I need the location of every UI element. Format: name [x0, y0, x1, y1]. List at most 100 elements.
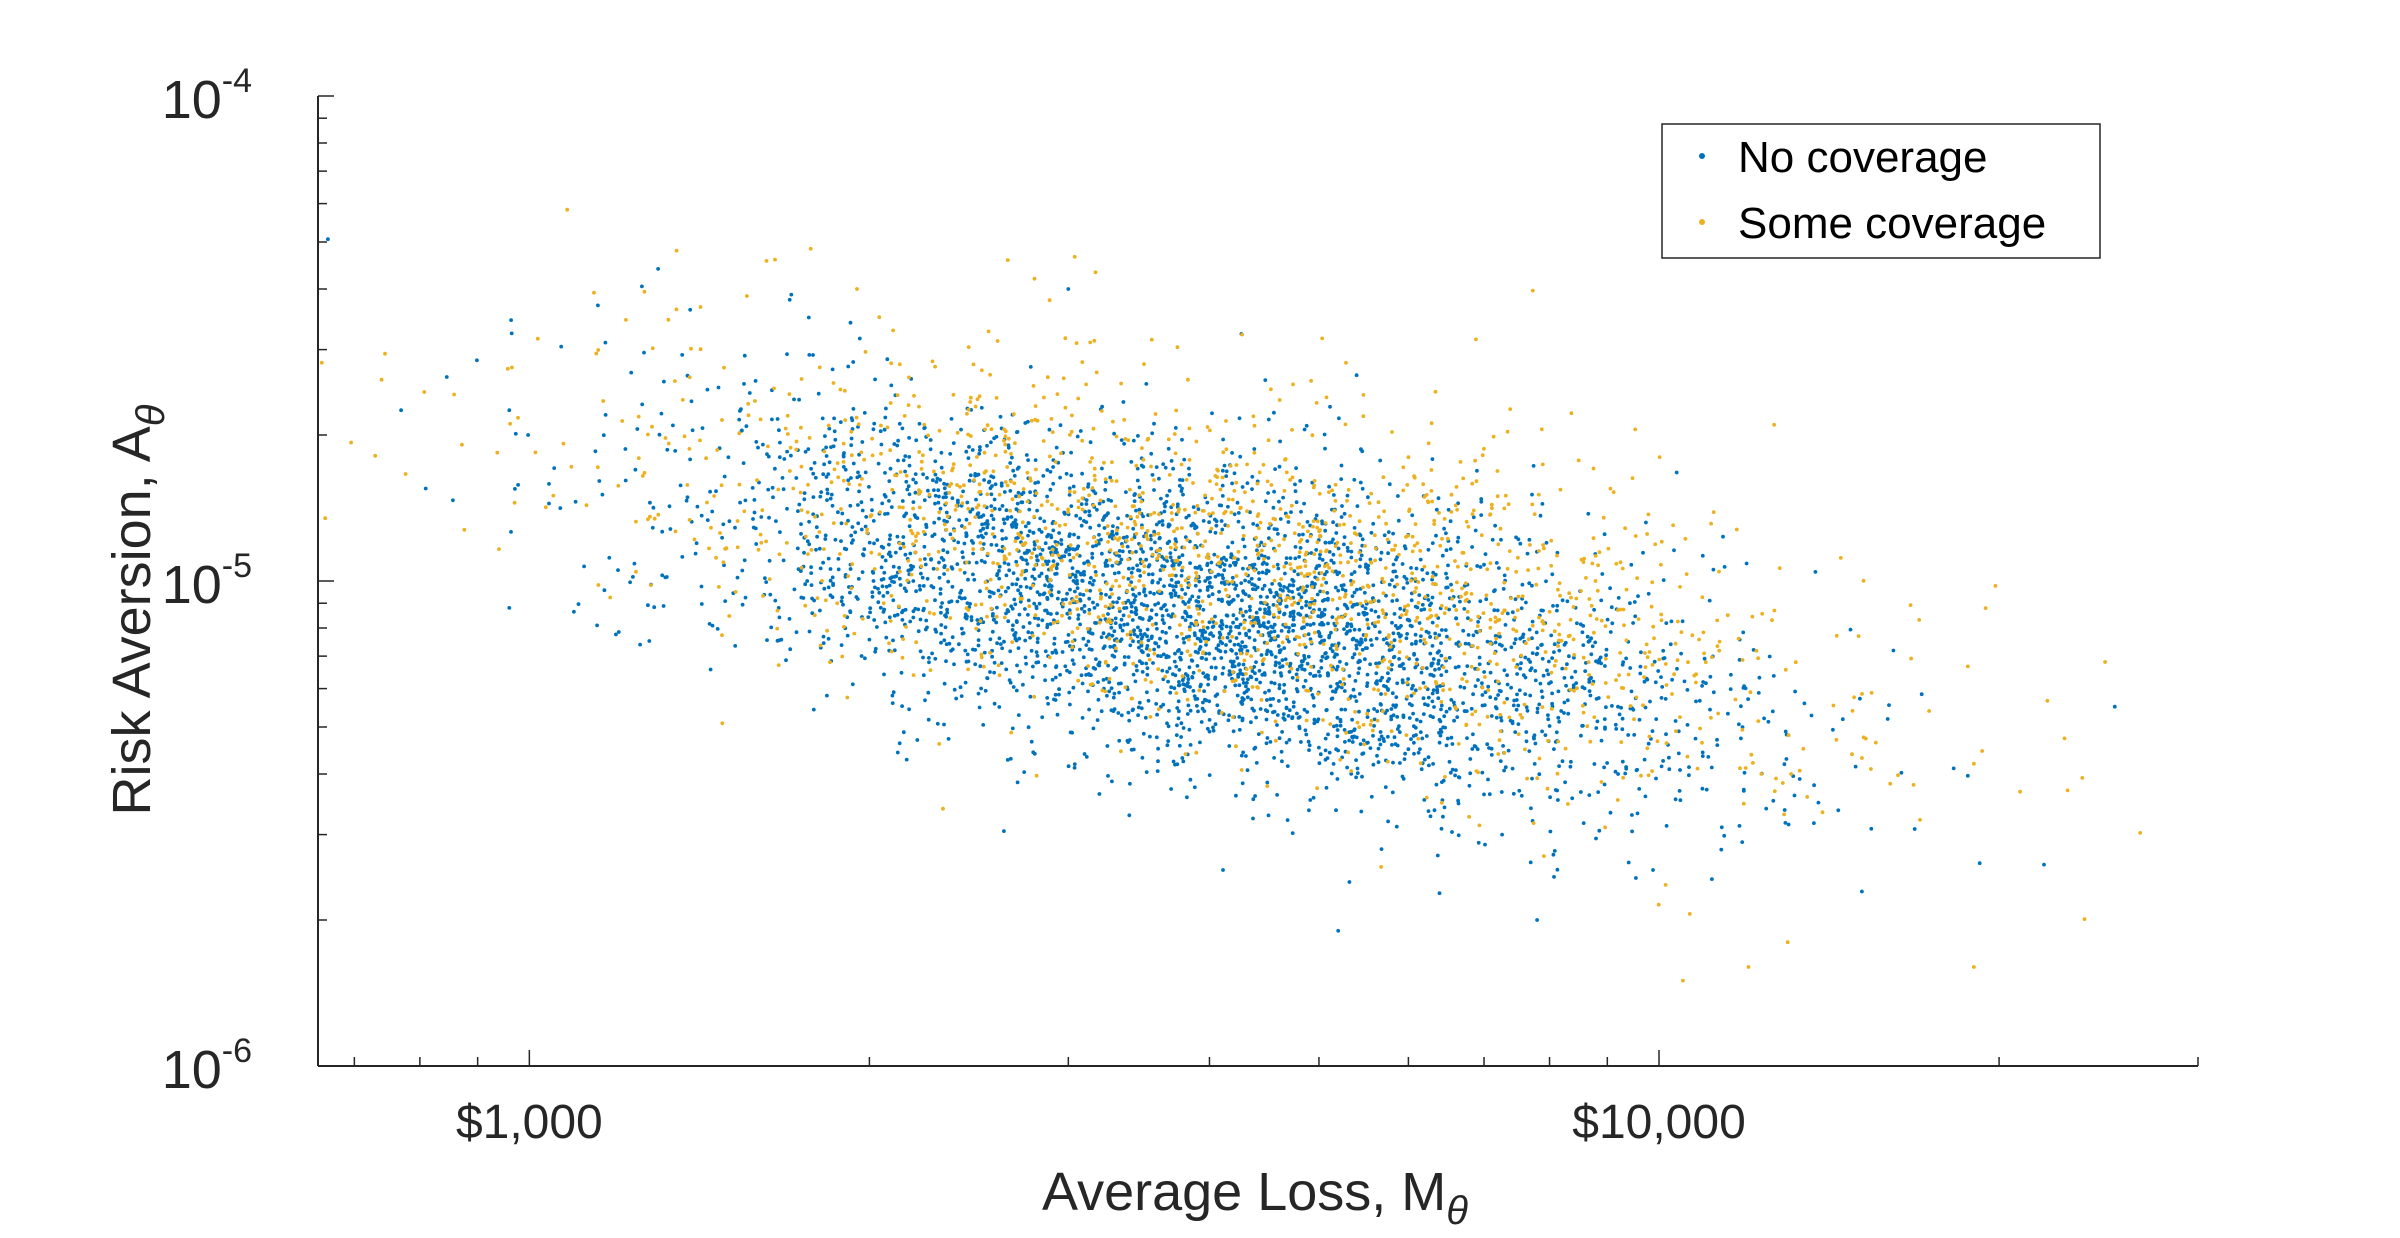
data-point [1304, 613, 1309, 618]
data-point [968, 473, 973, 478]
data-point [983, 580, 988, 584]
data-point [1493, 523, 1497, 528]
data-point [1764, 806, 1769, 811]
data-point [1145, 438, 1150, 442]
data-point [1407, 702, 1412, 706]
data-point [1395, 727, 1400, 731]
data-point [958, 685, 963, 690]
data-point [1252, 638, 1257, 642]
data-point [1025, 562, 1030, 566]
data-point [960, 550, 965, 555]
data-point [1379, 865, 1383, 869]
data-point [1135, 466, 1140, 471]
data-point [1386, 530, 1391, 534]
data-point [1664, 732, 1668, 737]
data-point [1220, 527, 1225, 532]
data-point [1207, 729, 1212, 734]
data-point [1368, 746, 1373, 750]
data-point [1102, 526, 1107, 530]
data-point [907, 463, 912, 468]
data-point [1114, 646, 1118, 651]
data-point [1677, 789, 1682, 793]
data-point [1813, 570, 1818, 574]
data-point [916, 607, 921, 612]
data-point [1339, 685, 1344, 690]
data-point [1490, 506, 1494, 511]
data-point [968, 463, 973, 468]
data-point [1772, 608, 1777, 613]
data-point [1766, 719, 1771, 724]
data-point [1016, 588, 1020, 593]
data-point [1366, 495, 1370, 500]
data-point [1620, 566, 1625, 571]
data-point [805, 539, 810, 544]
data-point [870, 436, 874, 441]
data-point [1283, 598, 1288, 603]
data-point [1385, 708, 1389, 713]
data-point [996, 588, 1001, 593]
data-point [1323, 748, 1328, 753]
data-point [1035, 636, 1040, 641]
data-point [1185, 697, 1190, 702]
data-point [1152, 529, 1156, 534]
data-point [907, 455, 912, 459]
data-point [1441, 665, 1446, 670]
data-point [1410, 513, 1415, 518]
data-point [1624, 656, 1628, 661]
data-point [1365, 672, 1370, 677]
data-point [1254, 660, 1258, 664]
data-point [1175, 526, 1179, 531]
data-point [1140, 661, 1144, 666]
data-point [1292, 569, 1297, 573]
data-point [1226, 600, 1230, 604]
data-point [1175, 723, 1179, 728]
data-point [1180, 615, 1185, 620]
data-point [853, 530, 858, 535]
data-point [944, 501, 949, 506]
data-point [742, 558, 747, 563]
data-point [842, 451, 846, 455]
data-point [1029, 739, 1034, 744]
data-point [1161, 604, 1166, 609]
data-point [754, 440, 759, 444]
data-point [913, 490, 918, 495]
data-point [1339, 463, 1344, 468]
data-point [1265, 736, 1270, 740]
data-point [1306, 529, 1310, 534]
data-point [1389, 707, 1394, 711]
data-point [1378, 742, 1383, 747]
data-point [1157, 589, 1162, 593]
data-point [1329, 771, 1334, 776]
data-point [928, 447, 933, 452]
data-point [2042, 862, 2046, 867]
data-point [1439, 603, 1444, 608]
data-point [807, 629, 812, 634]
data-point [1335, 777, 1340, 781]
data-point [1616, 704, 1620, 709]
data-point [1298, 598, 1302, 603]
data-point [1167, 473, 1172, 477]
data-point [1266, 813, 1271, 818]
data-point [855, 475, 860, 480]
data-point [1230, 575, 1235, 580]
data-point [1602, 532, 1607, 537]
data-point [1299, 509, 1303, 514]
data-point [1163, 639, 1168, 644]
data-point [1201, 625, 1206, 629]
data-point [495, 450, 500, 455]
data-point [1087, 509, 1091, 514]
data-point [1272, 629, 1277, 634]
data-point [1161, 462, 1166, 466]
data-point [746, 401, 751, 406]
data-point [1535, 646, 1540, 650]
data-point [1111, 533, 1115, 537]
data-point [1195, 503, 1200, 508]
data-point [601, 433, 606, 438]
data-point [452, 392, 456, 397]
data-point [1722, 565, 1727, 569]
data-point [1298, 546, 1303, 550]
data-point [1488, 512, 1493, 517]
data-point [942, 572, 946, 576]
data-point [952, 528, 957, 533]
data-point [1120, 628, 1125, 633]
